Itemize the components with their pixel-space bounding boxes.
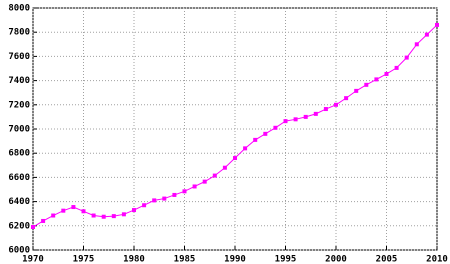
data-point [101, 214, 106, 219]
data-point [263, 131, 268, 136]
x-tick-label: 2000 [325, 255, 347, 264]
y-tick-label: 6600 [8, 173, 30, 183]
data-point [31, 225, 35, 230]
data-point [202, 179, 207, 184]
data-point [132, 208, 136, 213]
data-point [394, 65, 399, 70]
data-point [172, 192, 177, 197]
data-point [364, 82, 369, 87]
data-point [273, 125, 278, 130]
x-tick-label: 2005 [376, 255, 398, 264]
data-point [424, 32, 429, 37]
data-point [111, 214, 116, 219]
data-point [253, 137, 258, 142]
x-tick-label: 2010 [426, 255, 448, 264]
y-tick-label: 8000 [8, 4, 30, 14]
data-point [404, 55, 409, 60]
data-point [354, 88, 359, 93]
y-tick-label: 7200 [8, 100, 30, 110]
data-point [293, 117, 298, 122]
x-tick-label: 1990 [224, 255, 246, 264]
y-tick-label: 7600 [8, 52, 30, 62]
data-point [142, 203, 147, 208]
data-point [182, 189, 187, 194]
data-point [71, 205, 76, 210]
y-tick-label: 6800 [8, 149, 30, 159]
data-point [233, 156, 237, 161]
x-tick-label: 1985 [174, 255, 196, 264]
x-tick-label: 1995 [275, 255, 297, 264]
data-point [303, 114, 308, 119]
data-point [414, 42, 419, 47]
data-point [212, 173, 217, 178]
x-tick-label: 1980 [123, 255, 145, 264]
data-point [222, 165, 227, 170]
data-point [61, 208, 66, 213]
data-point [344, 96, 349, 101]
y-tick-label: 6400 [8, 197, 30, 207]
data-point [323, 107, 328, 112]
data-point [374, 77, 379, 82]
data-point [51, 213, 56, 218]
data-point [41, 218, 46, 223]
y-tick-label: 7800 [8, 28, 30, 38]
data-point [334, 102, 338, 107]
data-point [121, 212, 126, 217]
data-point [435, 22, 439, 27]
y-tick-label: 7000 [8, 125, 30, 135]
data-point [243, 146, 248, 151]
data-point [152, 198, 157, 203]
y-tick-label: 6200 [8, 221, 30, 231]
data-point [162, 196, 167, 201]
x-tick-label: 1970 [22, 255, 44, 264]
data-point [283, 119, 288, 124]
data-point [81, 209, 86, 214]
data-point [384, 71, 389, 76]
y-tick-label: 7400 [8, 76, 30, 86]
x-tick-label: 1975 [73, 255, 95, 264]
data-point [313, 111, 318, 116]
data-point [192, 184, 197, 189]
y-tick-label: 6000 [8, 246, 30, 256]
data-point [91, 213, 96, 218]
